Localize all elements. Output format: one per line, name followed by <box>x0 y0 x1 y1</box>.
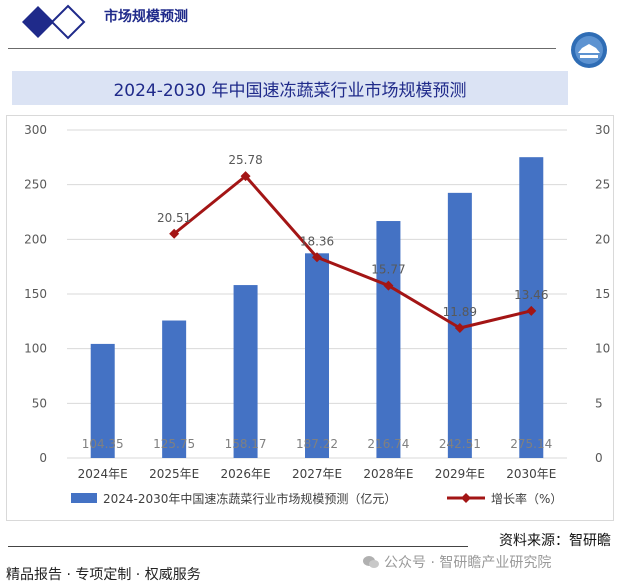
y-right-tick-label: 20 <box>595 232 610 246</box>
bar-value-label: 104.35 <box>82 437 124 451</box>
growth-value-label: 13.46 <box>514 288 548 302</box>
diamond-logo-icon <box>22 4 86 40</box>
y-left-tick-label: 250 <box>24 178 47 192</box>
bar-value-label: 275.14 <box>510 437 552 451</box>
growth-value-label: 15.77 <box>371 263 405 277</box>
footer-divider <box>8 546 468 547</box>
bar-value-label: 158.17 <box>225 437 267 451</box>
section-title: 市场规模预测 <box>104 9 188 25</box>
y-left-tick-label: 50 <box>32 396 47 410</box>
footer-slogan: 精品报告 · 专项定制 · 权威服务 <box>6 567 201 583</box>
header-divider <box>8 48 556 49</box>
x-tick-label: 2030年E <box>506 467 556 481</box>
y-right-tick-label: 0 <box>595 451 603 465</box>
x-tick-label: 2028年E <box>363 467 413 481</box>
chart-title: 2024-2030 年中国速冻蔬菜行业市场规模预测 <box>113 80 467 101</box>
growth-value-label: 20.51 <box>157 211 191 225</box>
growth-point <box>169 228 180 239</box>
y-right-tick-label: 25 <box>595 178 610 192</box>
chart-canvas: 0 50 100 150 200 250 300 0 5 10 15 20 25 30 2024年E 2025… <box>24 123 610 506</box>
bar <box>305 253 329 458</box>
y-left-tick-label: 150 <box>24 287 47 301</box>
growth-line <box>173 174 532 330</box>
y-right-tick-label: 15 <box>595 287 610 301</box>
bar-value-label: 216.74 <box>367 437 409 451</box>
chart-title-band: 2024-2030 年中国速冻蔬菜行业市场规模预测 <box>12 71 568 105</box>
y-right-tick-label: 10 <box>595 342 610 356</box>
footer-wechat: 公众号 · 智研瞻产业研究院 <box>362 552 551 572</box>
x-tick-label: 2024年E <box>78 467 128 481</box>
bar <box>90 343 115 458</box>
bar <box>376 221 401 458</box>
y-left-tick-label: 100 <box>24 342 47 356</box>
y-left-tick-label: 300 <box>24 123 47 137</box>
growth-value-label: 18.36 <box>300 234 334 248</box>
growth-point <box>312 252 322 263</box>
x-tick-label: 2026年E <box>221 467 271 481</box>
y-right-tick-label: 5 <box>595 396 603 410</box>
growth-value-label: 25.78 <box>228 153 262 167</box>
y-left-tick-label: 200 <box>24 232 47 246</box>
y-left-tick-label: 0 <box>39 451 47 465</box>
bar <box>233 285 258 458</box>
brand-emblem-icon <box>571 32 607 68</box>
footer-account-name: 公众号 · 智研瞻产业研究院 <box>384 555 552 571</box>
source-note: 资料来源：智研瞻 <box>499 533 611 549</box>
y-right-tick-label: 30 <box>595 123 610 137</box>
chart-frame: 0 50 100 150 200 250 300 0 5 10 15 20 25 30 2024年E 2025… <box>6 115 614 521</box>
legend-bar-label: 2024-2030年中国速冻蔬菜行业市场规模预测（亿元） <box>103 491 396 506</box>
x-tick-label: 2025年E <box>149 467 199 481</box>
bar-value-label: 125.75 <box>153 437 195 451</box>
bar-value-label: 242.51 <box>439 437 481 451</box>
growth-point <box>526 305 537 316</box>
growth-value-label: 11.89 <box>443 305 477 319</box>
growth-point <box>383 280 394 291</box>
growth-point <box>240 171 251 182</box>
bar-value-label: 187.22 <box>296 437 338 451</box>
growth-point <box>454 323 465 334</box>
x-tick-label: 2029年E <box>435 467 485 481</box>
bar <box>162 320 187 458</box>
legend-line-label: 增长率（%） <box>491 491 562 506</box>
legend-bar-swatch <box>71 493 97 503</box>
x-tick-label: 2027年E <box>292 467 342 481</box>
legend-line-marker <box>461 493 471 503</box>
wechat-icon <box>363 556 379 568</box>
